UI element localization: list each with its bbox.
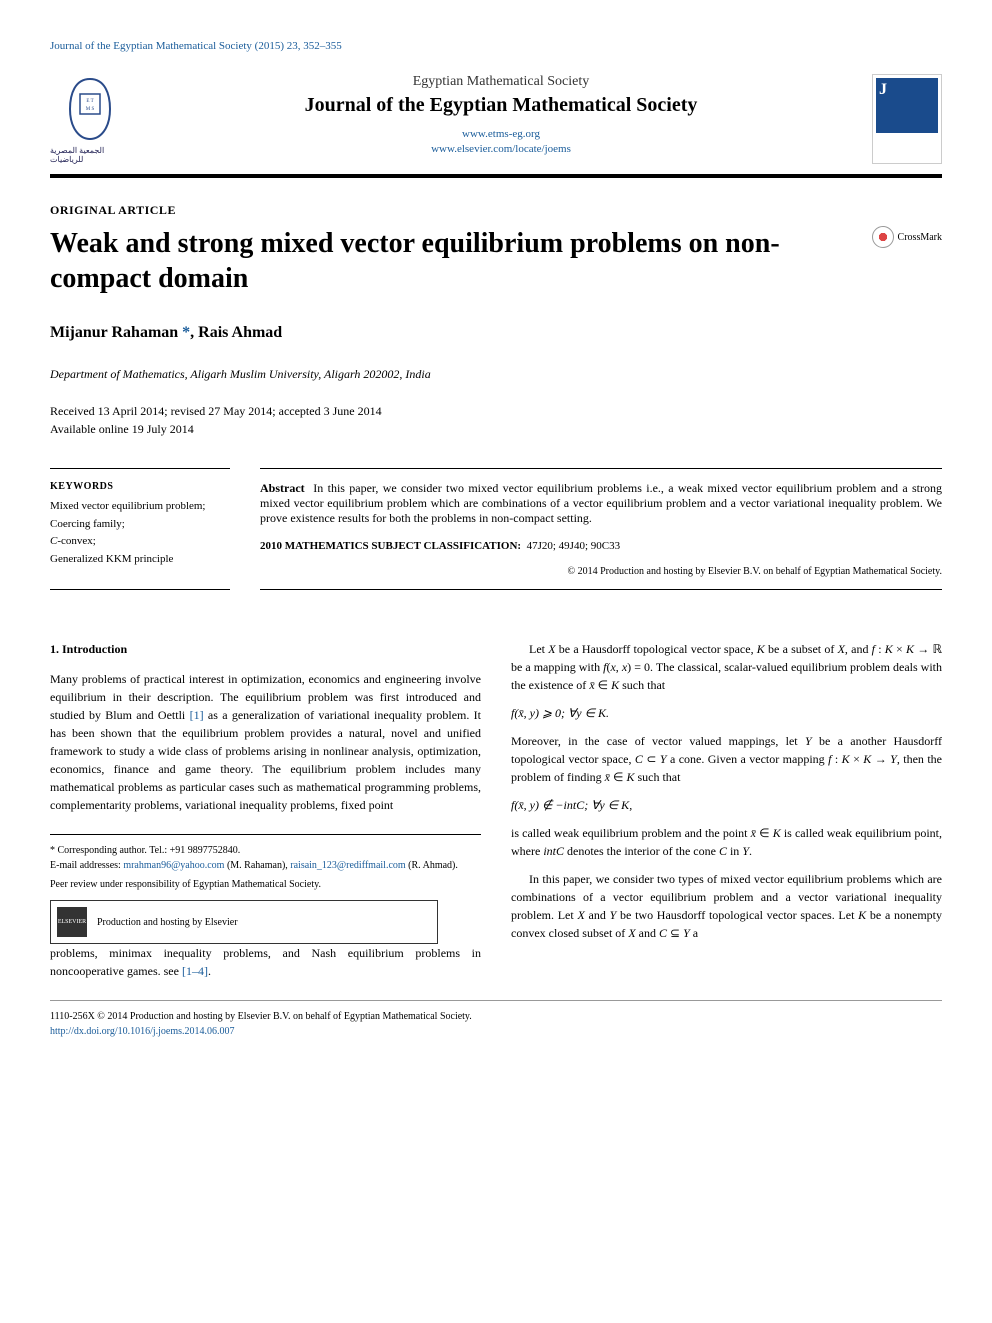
dates-received: Received 13 April 2014; revised 27 May 2… — [50, 402, 942, 420]
authors: Mijanur Rahaman *, Rais Ahmad — [50, 324, 942, 342]
intro-p1: Many problems of practical interest in o… — [50, 670, 481, 814]
msc-label: 2010 MATHEMATICS SUBJECT CLASSIFICATION: — [260, 540, 521, 552]
intro-p3: Let X be a Hausdorff topological vector … — [511, 640, 942, 694]
crossmark-badge[interactable]: CrossMark — [872, 226, 942, 248]
corresponding-mark[interactable]: * — [182, 324, 190, 341]
intro-p5: is called weak equilibrium problem and t… — [511, 824, 942, 860]
equation-1: f(x̄, y) ⩾ 0; ∀y ∈ K. — [511, 704, 942, 722]
footnotes: * Corresponding author. Tel.: +91 989775… — [50, 834, 481, 944]
intro-p6: In this paper, we consider two types of … — [511, 870, 942, 942]
abstract-text: In this paper, we consider two mixed vec… — [260, 481, 942, 525]
corresponding-author: * Corresponding author. Tel.: +91 989775… — [50, 843, 481, 858]
email-link-2[interactable]: raisain_123@rediffmail.com — [290, 860, 405, 871]
journal-cover-thumbnail: J — [872, 74, 942, 164]
intro-p4: Moreover, in the case of vector valued m… — [511, 732, 942, 786]
author-2: Rais Ahmad — [198, 324, 282, 341]
journal-name: Journal of the Egyptian Mathematical Soc… — [150, 94, 852, 117]
article-body: 1. Introduction Many problems of practic… — [50, 640, 942, 980]
link-elsevier[interactable]: www.elsevier.com/locate/joems — [431, 143, 571, 155]
journal-links: www.etms-eg.org www.elsevier.com/locate/… — [150, 127, 852, 158]
keyword-item: C-convex; — [50, 533, 230, 551]
crossmark-label: CrossMark — [898, 232, 942, 243]
msc-line: 2010 MATHEMATICS SUBJECT CLASSIFICATION:… — [260, 540, 942, 552]
msc-codes: 47J20; 49J40; 90C33 — [527, 540, 621, 552]
journal-citation: Journal of the Egyptian Mathematical Soc… — [50, 40, 942, 52]
article-dates: Received 13 April 2014; revised 27 May 2… — [50, 402, 942, 438]
society-logo: E T M S الجمعية المصرية للرياضيات — [50, 74, 130, 164]
journal-header: E T M S الجمعية المصرية للرياضيات Egyptia… — [50, 64, 942, 178]
keywords-title: KEYWORDS — [50, 481, 230, 492]
doi-link[interactable]: http://dx.doi.org/10.1016/j.joems.2014.0… — [50, 1026, 235, 1037]
affiliation: Department of Mathematics, Aligarh Musli… — [50, 367, 942, 382]
dates-online: Available online 19 July 2014 — [50, 420, 942, 438]
svg-text:E T: E T — [86, 99, 93, 104]
hosting-text: Production and hosting by Elsevier — [97, 915, 238, 930]
society-name: Egyptian Mathematical Society — [150, 74, 852, 90]
keywords-box: KEYWORDS Mixed vector equilibrium proble… — [50, 468, 230, 590]
hosting-box: ELSEVIER Production and hosting by Elsev… — [50, 900, 438, 944]
article-title: Weak and strong mixed vector equilibrium… — [50, 226, 800, 296]
keyword-item: Generalized KKM principle — [50, 551, 230, 569]
author-separator: , — [190, 324, 198, 341]
email-link-1[interactable]: mrahman96@yahoo.com — [123, 860, 224, 871]
abstract-label: Abstract — [260, 481, 305, 495]
keyword-item: Coercing family; — [50, 516, 230, 534]
svg-text:M S: M S — [86, 107, 95, 112]
abstract-copyright: © 2014 Production and hosting by Elsevie… — [260, 566, 942, 577]
intro-p2: problems, minimax inequality problems, a… — [50, 944, 481, 980]
article-type: ORIGINAL ARTICLE — [50, 203, 942, 218]
peer-review-note: Peer review under responsibility of Egyp… — [50, 877, 481, 892]
issn-copyright: 1110-256X © 2014 Production and hosting … — [50, 1009, 942, 1024]
ref-link-1-4[interactable]: [1–4] — [182, 964, 208, 978]
logo-arabic-text: الجمعية المصرية للرياضيات — [50, 146, 130, 164]
bottom-bar: 1110-256X © 2014 Production and hosting … — [50, 1000, 942, 1039]
header-center: Egyptian Mathematical Society Journal of… — [150, 74, 852, 158]
section-1-title: 1. Introduction — [50, 640, 481, 658]
elsevier-logo-icon: ELSEVIER — [57, 907, 87, 937]
equation-2: f(x̄, y) ∉ −intC; ∀y ∈ K, — [511, 796, 942, 814]
author-1: Mijanur Rahaman — [50, 324, 178, 341]
crossmark-icon — [872, 226, 894, 248]
keyword-item: Mixed vector equilibrium problem; — [50, 498, 230, 516]
ref-link-1[interactable]: [1] — [190, 708, 204, 722]
cover-letter: J — [879, 81, 887, 99]
email-addresses: E-mail addresses: mrahman96@yahoo.com (M… — [50, 858, 481, 873]
abstract-box: Abstract In this paper, we consider two … — [260, 468, 942, 590]
link-etms[interactable]: www.etms-eg.org — [462, 128, 540, 140]
